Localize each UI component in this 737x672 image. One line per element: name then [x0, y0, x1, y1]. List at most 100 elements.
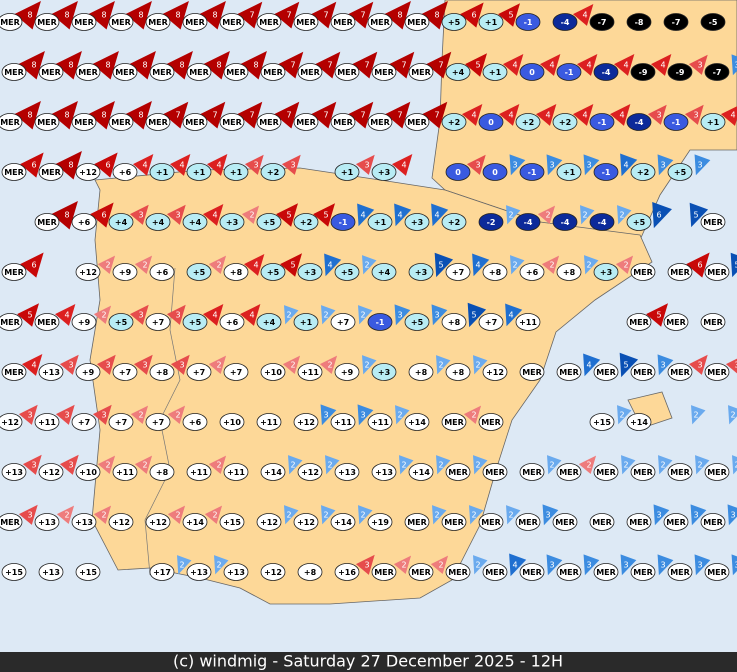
wind-speed: 2 — [175, 411, 180, 420]
wind-marker: 5 — [467, 302, 487, 328]
wind-speed: 7 — [249, 111, 254, 120]
temperature-label: MER — [259, 118, 279, 127]
temperature-oval — [219, 13, 245, 31]
temperature-oval — [297, 63, 323, 81]
temperature-label: +16 — [338, 568, 356, 577]
temperature-marker: MER — [34, 213, 60, 231]
temperature-label: +2 — [522, 118, 534, 127]
wind-speed: 2 — [323, 311, 328, 320]
temperature-marker: MER — [593, 563, 619, 581]
wind-speed: 4 — [582, 111, 587, 120]
wind-marker: 2 — [658, 455, 673, 475]
temperature-oval — [700, 513, 726, 531]
wind-speed: 2 — [360, 511, 365, 520]
wind-arrow — [619, 352, 639, 378]
temperature-marker: MER — [556, 563, 582, 581]
temperature-marker: +3 — [371, 163, 397, 181]
temperature-oval — [149, 63, 175, 81]
temperature-oval — [182, 513, 208, 531]
temperature-label: +3 — [226, 218, 238, 227]
wind-speed: 2 — [438, 361, 443, 370]
wind-marker: 3 — [170, 354, 190, 375]
wind-marker: 2 — [204, 505, 223, 525]
temperature-marker: MER — [75, 63, 101, 81]
temperature-marker: +3 — [371, 363, 397, 381]
temperature-oval — [256, 513, 282, 531]
temperature-marker: +5 — [108, 313, 134, 331]
temperature-label: MER — [41, 168, 61, 177]
wind-marker: 4 — [324, 253, 342, 277]
wind-arrow — [394, 203, 412, 227]
temperature-label: MER — [559, 568, 579, 577]
temperature-marker: MER — [256, 13, 282, 31]
temperature-oval — [478, 213, 504, 231]
temperature-label: +11 — [334, 418, 352, 427]
wind-speed: 6 — [697, 261, 702, 270]
wind-arrow — [462, 104, 483, 126]
temperature-marker: MER — [108, 113, 134, 131]
wind-marker: 8 — [51, 100, 78, 130]
wind-marker: 4 — [170, 154, 191, 176]
wind-marker: 5 — [313, 203, 335, 227]
wind-speed: 7 — [360, 111, 365, 120]
wind-arrow — [167, 505, 186, 525]
wind-arrow — [51, 0, 78, 30]
temperature-oval — [589, 113, 615, 131]
wind-arrow — [657, 154, 674, 176]
temperature-marker: +7 — [71, 413, 97, 431]
wind-speed: 7 — [323, 111, 328, 120]
wind-speed: 7 — [175, 111, 180, 120]
wind-arrow — [694, 554, 711, 576]
temperature-oval — [589, 513, 615, 531]
temperature-label: +7 — [452, 268, 464, 277]
wind-arrow — [436, 355, 451, 375]
temperature-label: +2 — [448, 218, 460, 227]
temperature-oval — [704, 563, 730, 581]
wind-speed: 2 — [623, 461, 628, 470]
temperature-oval — [186, 463, 212, 481]
wind-arrow — [689, 202, 709, 228]
wind-marker: 3 — [546, 154, 563, 176]
temperature-label: MER — [559, 468, 579, 477]
wind-arrow — [352, 51, 378, 79]
wind-arrow — [97, 255, 116, 275]
temperature-marker: -4 — [515, 213, 541, 231]
temperature-marker: -4 — [552, 213, 578, 231]
temperature-marker: +13 — [186, 563, 212, 581]
temperature-oval — [182, 313, 208, 331]
temperature-label: MER — [222, 118, 242, 127]
wind-arrow — [166, 50, 193, 80]
wind-speed: 3 — [364, 161, 369, 170]
wind-marker: 3 — [653, 504, 670, 526]
temperature-label: +1 — [563, 168, 576, 177]
temperature-oval — [186, 563, 212, 581]
temperature-label: MER — [407, 518, 427, 527]
temperature-label: MER — [448, 568, 468, 577]
wind-arrow — [537, 205, 556, 225]
temperature-oval — [593, 463, 619, 481]
wind-arrow — [426, 51, 452, 79]
temperature-oval — [663, 313, 689, 331]
wind-marker: 2 — [241, 205, 260, 225]
temperature-oval — [334, 563, 360, 581]
temperature-marker: +3 — [404, 213, 430, 231]
temperature-marker: -1 — [367, 313, 393, 331]
wind-arrow — [237, 1, 263, 29]
temperature-label: +3 — [378, 368, 390, 377]
wind-marker: 8 — [55, 150, 82, 180]
wind-arrow — [51, 200, 78, 230]
wind-marker: 2 — [130, 405, 149, 425]
temperature-marker: +1 — [186, 163, 212, 181]
temperature-label: +14 — [412, 468, 430, 477]
temperature-label: +12 — [1, 418, 19, 427]
temperature-oval — [71, 413, 97, 431]
wind-speed: 2 — [586, 461, 591, 470]
wind-arrow — [348, 1, 374, 29]
temperature-marker: MER — [256, 113, 282, 131]
wind-speed: 4 — [512, 561, 517, 570]
wind-arrow — [467, 302, 487, 328]
temperature-marker: +7 — [145, 313, 171, 331]
temperature-marker: +8 — [223, 263, 249, 281]
wind-arrow — [392, 154, 413, 176]
temperature-marker: +4 — [371, 263, 397, 281]
